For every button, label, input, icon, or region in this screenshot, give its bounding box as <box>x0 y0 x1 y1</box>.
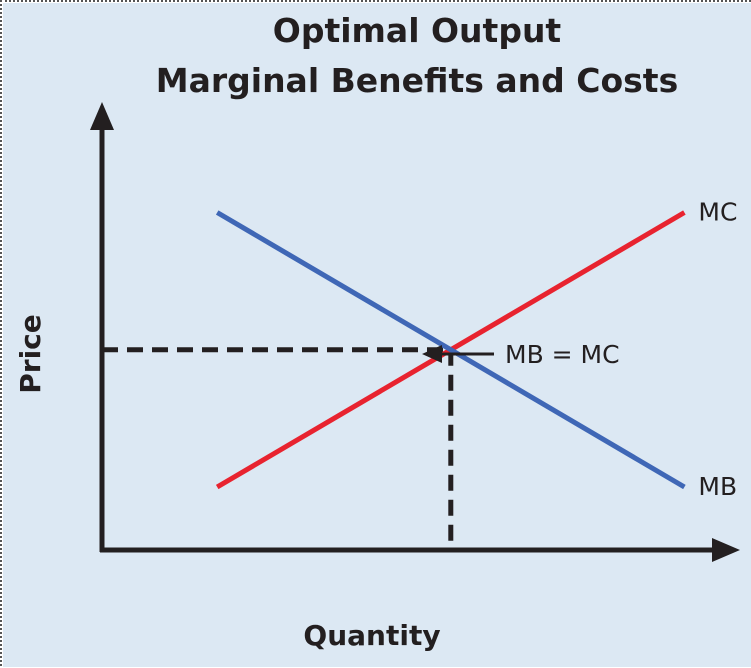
x-axis-label: Quantity <box>303 619 440 652</box>
equilibrium-label: MB = MC <box>505 340 620 369</box>
series-layer <box>215 210 686 490</box>
axes <box>90 102 740 562</box>
annotation-arrowhead <box>422 345 442 363</box>
plot-background <box>3 3 751 667</box>
series-line-mb <box>215 210 686 490</box>
y-axis-label: Price <box>14 314 47 394</box>
series-label-mc: MC <box>698 198 737 227</box>
series-label-mb: MB <box>698 472 737 501</box>
x-axis-arrowhead <box>712 538 740 562</box>
equilibrium-annotation: MB = MC <box>422 340 620 369</box>
equilibrium-guides <box>102 347 454 550</box>
y-axis-arrowhead <box>90 102 114 130</box>
curve-labels: MC MB <box>698 198 737 502</box>
chart-title-line-1: Optimal Output <box>273 11 562 50</box>
chart-title-line-2: Marginal Benefits and Costs <box>156 61 678 100</box>
